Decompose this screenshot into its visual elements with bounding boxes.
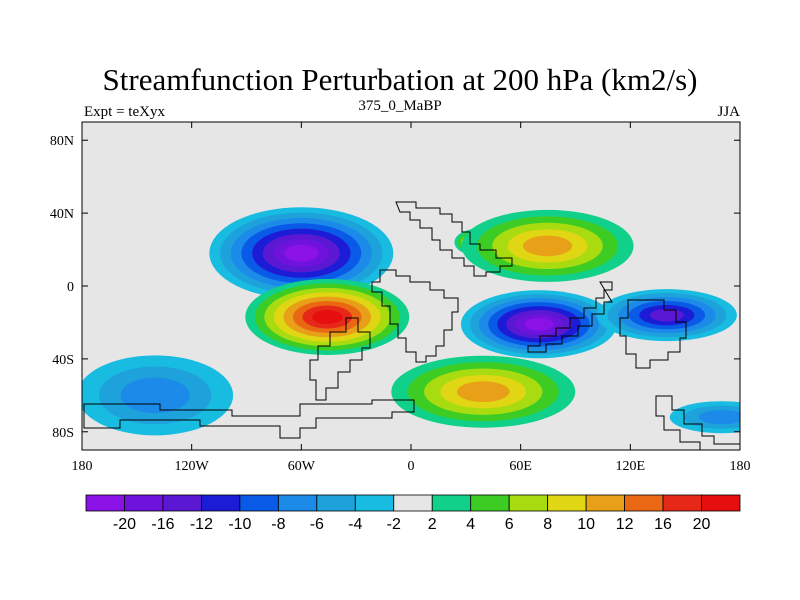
- colorbar-label: 8: [543, 516, 552, 533]
- colorbar-swatch: [585, 494, 625, 512]
- x-tick-label: 120E: [616, 459, 646, 474]
- colorbar-swatch: [662, 494, 702, 512]
- colorbar-label: 12: [616, 516, 634, 533]
- contour-band: [456, 381, 510, 402]
- continent-outline: [655, 395, 740, 450]
- colorbar-label: 16: [654, 516, 672, 533]
- colorbar-label: -8: [271, 516, 285, 533]
- colorbar-label: -10: [228, 516, 251, 533]
- contour-band: [312, 309, 343, 325]
- x-tick-label: 60E: [509, 459, 532, 474]
- colorbar-swatch: [354, 494, 395, 512]
- continent-outline: [395, 201, 513, 277]
- y-tick-label: 40S: [52, 353, 74, 368]
- colorbar-label: -4: [348, 516, 362, 533]
- colorbar-label: -2: [387, 516, 401, 533]
- continent-outline: [83, 399, 415, 439]
- x-tick-label: 60W: [288, 459, 316, 474]
- experiment-id-label: 375_0_MaBP: [358, 98, 442, 114]
- colorbar-label: -20: [113, 516, 136, 533]
- colorbar-swatch: [162, 494, 202, 512]
- colorbar-swatch: [316, 494, 356, 512]
- colorbar-swatch: [508, 494, 549, 512]
- contour-feature: [245, 278, 410, 355]
- season-label: JJA: [717, 104, 740, 120]
- colorbar-swatch: [701, 494, 741, 512]
- contour-band: [524, 317, 554, 331]
- y-tick-label: 80S: [52, 426, 74, 441]
- contour-feature: [669, 401, 740, 434]
- contour-feature: [461, 209, 634, 282]
- colorbar-swatch: [201, 494, 241, 512]
- continent-outline: [527, 281, 613, 353]
- continent-outlines: [83, 201, 740, 450]
- continent-outline: [371, 269, 459, 363]
- x-tick-label: 0: [408, 459, 415, 474]
- colorbar: -20 -16 -12 -10 -8 -6 -4 -2 2 4 6 8 10 12 16 20: [85, 494, 741, 533]
- contour-band: [698, 410, 740, 425]
- colorbar-label: 2: [428, 516, 437, 533]
- colorbar-swatch: [547, 494, 587, 512]
- colorbar-label: 6: [505, 516, 514, 533]
- colorbar-label: 20: [693, 516, 711, 533]
- contour-feature: [596, 289, 737, 342]
- colorbar-label: -6: [310, 516, 324, 533]
- colorbar-label: -16: [151, 516, 174, 533]
- continent-outline: [619, 299, 687, 369]
- contour-band: [120, 377, 190, 414]
- contour-feature: [460, 290, 617, 359]
- colorbar-swatch: [124, 494, 164, 512]
- contour-field: [82, 122, 740, 450]
- colorbar-label: -12: [190, 516, 213, 533]
- axis-ticks: 180 120W 60W 0 60E 120E 180 80N 40N 0 40S 80S: [50, 122, 751, 474]
- y-tick-label: 80N: [50, 134, 74, 149]
- contour-band: [522, 235, 573, 257]
- colorbar-label: 10: [577, 516, 595, 533]
- colorbar-swatch: [239, 494, 279, 512]
- y-tick-label: 0: [67, 280, 74, 295]
- continent-outline: [309, 317, 371, 401]
- contour-feature: [82, 355, 234, 436]
- colorbar-swatch: [85, 494, 125, 512]
- contour-band: [649, 308, 684, 322]
- colorbar-swatch: [277, 494, 318, 512]
- colorbar-swatch: [431, 494, 472, 512]
- contour-feature: [391, 355, 576, 428]
- colorbar-swatch: [470, 494, 510, 512]
- contour-feature: [209, 207, 394, 300]
- x-tick-label: 120W: [175, 459, 210, 474]
- colorbar-swatch: [624, 494, 664, 512]
- experiment-label: Expt = teXyx: [84, 104, 165, 120]
- colorbar-label: 4: [466, 516, 475, 533]
- y-tick-label: 40N: [50, 207, 74, 222]
- x-tick-label: 180: [730, 459, 751, 474]
- chart-title: Streamfunction Perturbation at 200 hPa (…: [102, 62, 698, 97]
- contour-band: [284, 244, 319, 262]
- x-tick-label: 180: [72, 459, 93, 474]
- colorbar-swatch: [393, 494, 433, 512]
